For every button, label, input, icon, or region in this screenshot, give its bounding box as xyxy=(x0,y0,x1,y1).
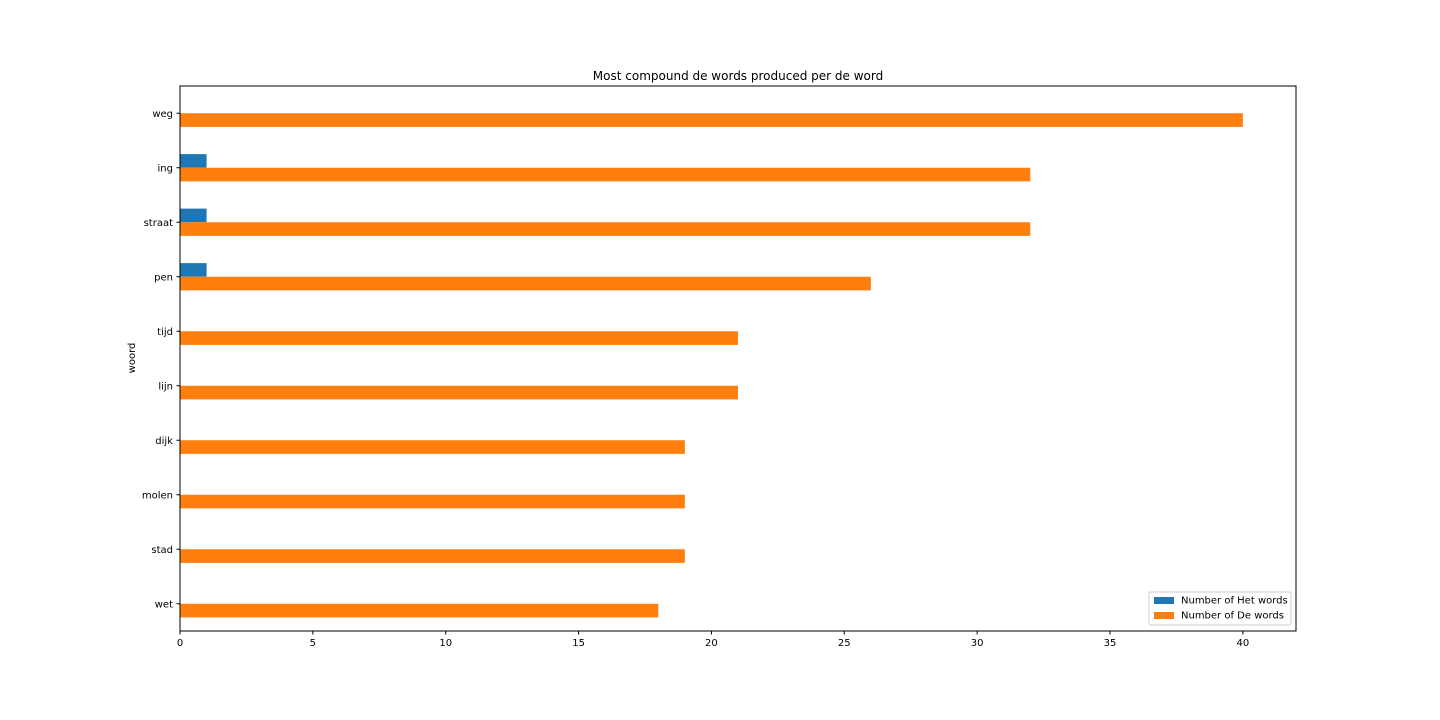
bar-de-wet xyxy=(180,603,659,618)
x-tick-label: 30 xyxy=(971,638,984,649)
bar-de-straat xyxy=(180,222,1031,236)
x-tick-label: 10 xyxy=(439,638,452,649)
y-tick-label: stad xyxy=(151,545,173,556)
y-tick-label: straat xyxy=(144,218,173,229)
x-tick-label: 35 xyxy=(1104,638,1117,649)
bar-de-dijk xyxy=(180,440,685,454)
y-axis-label: woord xyxy=(127,343,138,374)
bar-de-stad xyxy=(180,549,685,563)
legend-swatch-de xyxy=(1154,612,1174,619)
y-tick-label: molen xyxy=(142,490,173,501)
bar-het-straat xyxy=(180,208,207,223)
bar-de-tijd xyxy=(180,331,738,345)
bar-de-lijn xyxy=(180,385,738,400)
x-ticks-group: 0 5 10 15 20 25 30 35 40 xyxy=(177,631,1249,649)
chart-title: Most compound de words produced per de w… xyxy=(593,69,883,83)
bar-de-pen xyxy=(180,276,871,291)
bar-het-pen xyxy=(180,263,207,277)
bar-de-molen xyxy=(180,494,685,509)
y-ticks-group: weg ing straat pen tijd lijn dijk molen stad wet xyxy=(142,109,180,610)
y-tick-label: ing xyxy=(158,163,173,174)
x-tick-label: 0 xyxy=(177,638,183,649)
y-tick-label: dijk xyxy=(155,436,173,447)
legend-box xyxy=(1148,591,1292,626)
y-tick-label: weg xyxy=(152,109,173,120)
x-tick-label: 5 xyxy=(310,638,316,649)
bars-group xyxy=(180,113,1243,618)
y-tick-label: pen xyxy=(154,272,173,283)
x-tick-label: 20 xyxy=(705,638,718,649)
y-tick-label: wet xyxy=(155,599,173,610)
bar-de-weg xyxy=(180,113,1243,127)
legend-label-de: Number of De words xyxy=(1181,611,1284,622)
x-tick-label: 40 xyxy=(1236,638,1249,649)
plot-frame xyxy=(179,85,1297,632)
y-tick-label: lijn xyxy=(158,381,173,392)
legend: Number of Het words Number of De words xyxy=(1148,591,1292,626)
bar-de-ing xyxy=(180,167,1031,182)
legend-swatch-het xyxy=(1154,597,1174,604)
y-tick-label: tijd xyxy=(157,327,173,338)
legend-label-het: Number of Het words xyxy=(1181,596,1288,607)
x-tick-label: 25 xyxy=(838,638,851,649)
bar-het-ing xyxy=(180,154,207,168)
x-tick-label: 15 xyxy=(572,638,585,649)
